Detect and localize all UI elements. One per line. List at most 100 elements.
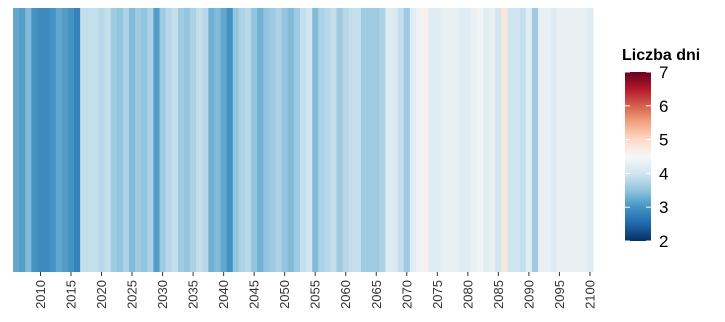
x-tick-label: 2015 [64, 280, 79, 309]
stripe-2032 [171, 8, 179, 272]
stripe-2029 [153, 8, 161, 272]
x-tick-label: 2080 [460, 280, 475, 309]
stripe-2071 [409, 8, 417, 272]
stripe-2021 [104, 8, 112, 272]
legend-color-bar [625, 72, 651, 241]
x-tick-label: 2025 [125, 280, 140, 309]
stripe-2007 [19, 8, 26, 272]
legend-label: 5 [659, 131, 668, 150]
x-tick-label: 2090 [521, 280, 536, 309]
stripe-2038 [208, 8, 216, 272]
stripe-2008 [25, 8, 32, 272]
legend-label: 4 [659, 164, 668, 183]
stripe-2062 [354, 8, 362, 272]
legend-title: Liczba dni [622, 47, 700, 64]
x-tick-label: 2095 [552, 280, 567, 309]
stripe-2053 [299, 8, 307, 272]
stripe-2074 [428, 8, 435, 272]
x-tick-label: 2040 [216, 280, 231, 309]
stripe-2027 [141, 8, 148, 272]
stripe-2098 [574, 8, 582, 272]
x-tick-label: 2075 [430, 280, 445, 309]
stripe-2035 [190, 8, 197, 272]
x-tick-label: 2020 [94, 280, 109, 309]
stripe-2054 [306, 8, 313, 272]
stripe-2066 [379, 8, 387, 272]
x-tick-label: 2065 [369, 280, 384, 309]
stripe-2073 [422, 8, 429, 272]
stripe-2045 [251, 8, 258, 272]
stripe-2028 [147, 8, 155, 272]
stripe-2030 [159, 8, 167, 272]
stripe-2039 [214, 8, 222, 272]
stripe-2078 [452, 8, 460, 272]
color-legend: Liczba dni 7 6 5 4 3 2 [622, 47, 700, 251]
stripe-2088 [513, 8, 521, 272]
stripe-2082 [477, 8, 484, 272]
stripe-2061 [348, 8, 356, 272]
stripe-2069 [397, 8, 405, 272]
stripe-2090 [525, 8, 533, 272]
heatmap-stripes [13, 8, 594, 272]
stripe-2043 [238, 8, 246, 272]
stripe-2018 [86, 8, 93, 272]
stripe-2040 [220, 8, 228, 272]
stripe-2094 [550, 8, 557, 272]
stripe-2087 [507, 8, 515, 272]
x-tick-label: 2085 [491, 280, 506, 309]
stripe-2052 [293, 8, 301, 272]
stripe-2077 [446, 8, 454, 272]
stripe-2042 [232, 8, 240, 272]
stripe-2009 [31, 8, 39, 272]
stripe-2072 [415, 8, 423, 272]
stripe-2046 [257, 8, 264, 272]
stripe-2022 [110, 8, 118, 272]
stripe-2063 [361, 8, 368, 272]
stripe-2092 [538, 8, 545, 272]
stripe-2031 [165, 8, 173, 272]
stripe-2020 [98, 8, 106, 272]
stripe-2023 [116, 8, 124, 272]
stripe-2064 [367, 8, 374, 272]
x-tick-label: 2050 [277, 280, 292, 309]
stripe-2033 [177, 8, 185, 272]
stripe-2010 [37, 8, 45, 272]
stripe-2080 [464, 8, 472, 272]
stripe-2037 [202, 8, 209, 272]
x-tick-label: 2060 [338, 280, 353, 309]
stripe-2059 [336, 8, 344, 272]
stripe-2097 [568, 8, 576, 272]
stripe-2079 [458, 8, 466, 272]
stripe-2026 [135, 8, 142, 272]
stripe-2100 [586, 8, 594, 272]
x-tick-label: 2045 [247, 280, 262, 309]
stripe-2086 [501, 8, 509, 272]
stripe-2058 [330, 8, 338, 272]
stripe-2017 [80, 8, 87, 272]
stripe-2025 [129, 8, 136, 272]
x-tick-label: 2010 [33, 280, 48, 309]
stripe-2067 [385, 8, 393, 272]
stripe-2060 [342, 8, 350, 272]
stripe-2089 [519, 8, 527, 272]
stripe-2019 [92, 8, 100, 272]
stripe-2024 [122, 8, 130, 272]
stripe-2083 [483, 8, 490, 272]
stripe-2076 [440, 8, 448, 272]
stripe-2085 [495, 8, 503, 272]
x-tick-label: 2070 [399, 280, 414, 309]
stripe-2012 [49, 8, 57, 272]
stripe-2068 [391, 8, 399, 272]
stripe-2081 [470, 8, 478, 272]
x-tick-label: 2055 [308, 280, 323, 309]
stripe-2051 [287, 8, 295, 272]
stripe-2091 [531, 8, 539, 272]
x-tick-label: 2100 [582, 280, 597, 309]
stripe-2048 [269, 8, 277, 272]
stripe-2006 [13, 8, 20, 272]
legend-label: 3 [659, 198, 668, 217]
stripe-2095 [556, 8, 564, 272]
x-tick-label: 2030 [155, 280, 170, 309]
stripe-2047 [263, 8, 271, 272]
